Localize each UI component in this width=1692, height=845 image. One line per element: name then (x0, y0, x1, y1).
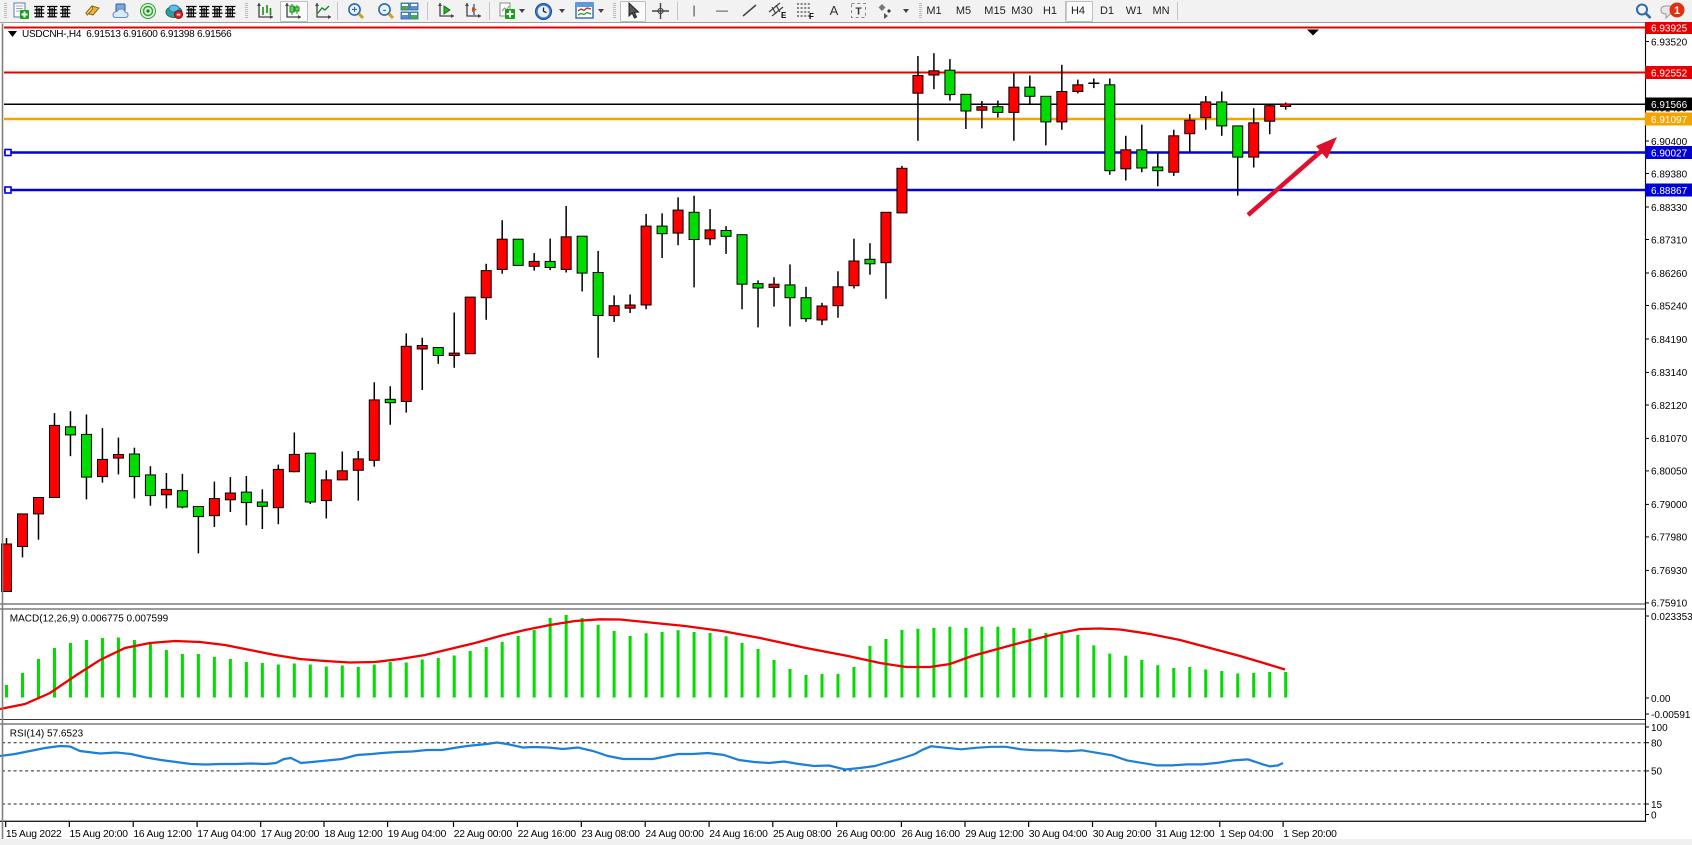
svg-text:30 Aug 04:00: 30 Aug 04:00 (1029, 829, 1088, 840)
svg-text:29 Aug 12:00: 29 Aug 12:00 (965, 829, 1024, 840)
svg-text:24 Aug 16:00: 24 Aug 16:00 (709, 829, 768, 840)
svg-text:50: 50 (1651, 767, 1663, 778)
svg-text:6.79000: 6.79000 (1651, 500, 1688, 511)
svg-text:15: 15 (1651, 800, 1663, 811)
svg-text:30 Aug 20:00: 30 Aug 20:00 (1093, 829, 1152, 840)
svg-text:6.84190: 6.84190 (1651, 335, 1688, 346)
svg-text:6.90027: 6.90027 (1651, 148, 1688, 159)
svg-text:1 Sep 04:00: 1 Sep 04:00 (1220, 829, 1274, 840)
svg-text:15 Aug 2022: 15 Aug 2022 (6, 829, 62, 840)
svg-text:6.88330: 6.88330 (1651, 203, 1688, 214)
svg-text:6.76930: 6.76930 (1651, 566, 1688, 577)
svg-text:24 Aug 00:00: 24 Aug 00:00 (645, 829, 704, 840)
svg-text:18 Aug 12:00: 18 Aug 12:00 (324, 829, 383, 840)
svg-text:6.77980: 6.77980 (1651, 533, 1688, 544)
svg-text:RSI(14) 57.6523: RSI(14) 57.6523 (10, 728, 84, 739)
svg-text:23 Aug 08:00: 23 Aug 08:00 (582, 829, 641, 840)
svg-text:31 Aug 12:00: 31 Aug 12:00 (1156, 829, 1215, 840)
svg-text:25 Aug 08:00: 25 Aug 08:00 (773, 829, 832, 840)
svg-text:15 Aug 20:00: 15 Aug 20:00 (70, 829, 129, 840)
svg-text:6.85240: 6.85240 (1651, 301, 1688, 312)
svg-text:6.90400: 6.90400 (1651, 137, 1688, 148)
svg-text:6.93925: 6.93925 (1651, 23, 1688, 34)
svg-text:1 Sep 20:00: 1 Sep 20:00 (1283, 829, 1337, 840)
svg-text:6.88867: 6.88867 (1651, 186, 1688, 197)
svg-text:19 Aug 04:00: 19 Aug 04:00 (388, 829, 447, 840)
svg-text:6.89380: 6.89380 (1651, 169, 1688, 180)
svg-text:6.87310: 6.87310 (1651, 235, 1688, 246)
svg-text:6.91566: 6.91566 (1651, 100, 1688, 111)
svg-text:22 Aug 16:00: 22 Aug 16:00 (518, 829, 577, 840)
svg-text:26 Aug 16:00: 26 Aug 16:00 (902, 829, 961, 840)
svg-text:0.023353: 0.023353 (1651, 612, 1692, 623)
svg-text:6.81070: 6.81070 (1651, 434, 1688, 445)
svg-text:USDCNH-,H4 6.91513 6.91600 6.: USDCNH-,H4 6.91513 6.91600 6.91398 6.915… (22, 29, 232, 40)
svg-text:6.86260: 6.86260 (1651, 269, 1688, 280)
svg-text:0: 0 (1651, 810, 1657, 821)
svg-text:+: + (352, 5, 358, 16)
svg-text:0.00: 0.00 (1651, 694, 1671, 705)
svg-text:1: 1 (1674, 5, 1680, 17)
svg-text:T: T (855, 7, 861, 18)
svg-text:F: F (809, 12, 814, 20)
svg-text:6.75910: 6.75910 (1651, 599, 1688, 610)
svg-text:-0.00591: -0.00591 (1651, 710, 1691, 721)
svg-text:6.93520: 6.93520 (1651, 37, 1688, 48)
svg-text:17 Aug 04:00: 17 Aug 04:00 (197, 829, 256, 840)
svg-text:17 Aug 20:00: 17 Aug 20:00 (261, 829, 320, 840)
svg-text:6.82120: 6.82120 (1651, 401, 1688, 412)
svg-text:6.80050: 6.80050 (1651, 467, 1688, 478)
svg-text:16 Aug 12:00: 16 Aug 12:00 (133, 829, 192, 840)
svg-text:100: 100 (1651, 723, 1668, 734)
svg-text:22 Aug 00:00: 22 Aug 00:00 (454, 829, 513, 840)
svg-text:6.92552: 6.92552 (1651, 68, 1688, 79)
svg-text:-: - (383, 5, 386, 16)
svg-text:E: E (781, 11, 787, 20)
svg-text:6.91097: 6.91097 (1651, 115, 1688, 126)
svg-text:80: 80 (1651, 739, 1663, 750)
svg-text:26 Aug 00:00: 26 Aug 00:00 (837, 829, 896, 840)
svg-text:MACD(12,26,9) 0.006775 0.00759: MACD(12,26,9) 0.006775 0.007599 (10, 614, 169, 625)
svg-text:6.83140: 6.83140 (1651, 368, 1688, 379)
